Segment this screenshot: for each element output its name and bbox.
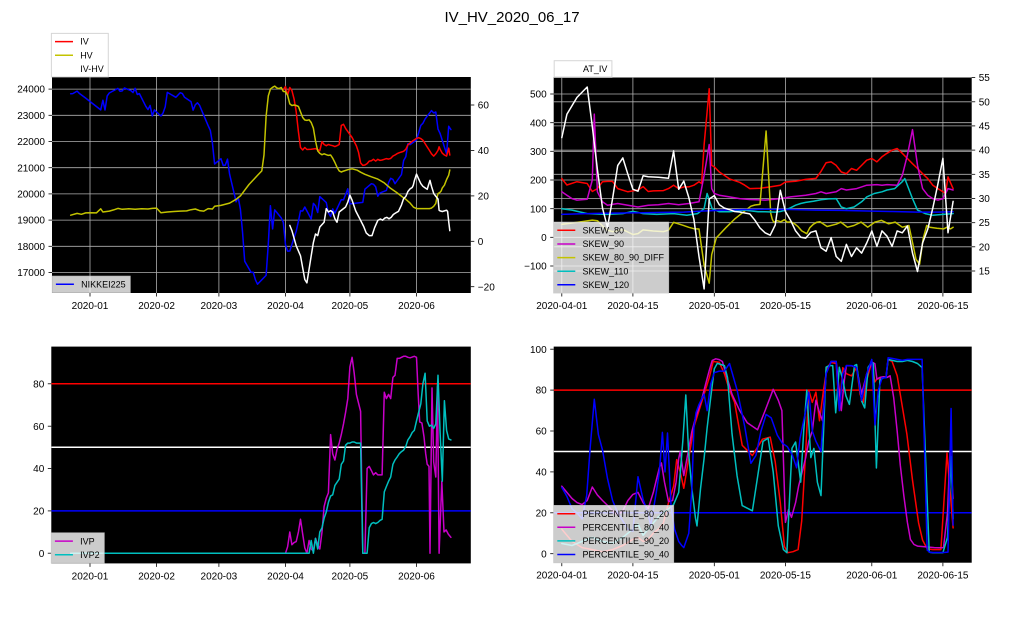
- svg-text:2020-05-15: 2020-05-15: [760, 301, 812, 312]
- svg-text:IV-HV: IV-HV: [80, 64, 104, 74]
- svg-text:HV: HV: [80, 50, 93, 60]
- svg-text:SKEW_90: SKEW_90: [583, 239, 625, 249]
- svg-text:19000: 19000: [17, 216, 45, 227]
- svg-text:PERCENTILE_80_20: PERCENTILE_80_20: [583, 509, 670, 519]
- svg-text:IVP: IVP: [80, 536, 95, 546]
- svg-text:23000: 23000: [17, 111, 45, 122]
- svg-text:55: 55: [979, 73, 991, 84]
- svg-text:25: 25: [979, 218, 991, 229]
- svg-text:80: 80: [33, 379, 45, 390]
- svg-text:2020-01: 2020-01: [72, 301, 109, 312]
- svg-text:17000: 17000: [17, 268, 45, 279]
- svg-text:2020-04-01: 2020-04-01: [536, 301, 588, 312]
- svg-text:SKEW_80_90_DIFF: SKEW_80_90_DIFF: [583, 253, 665, 263]
- svg-text:2020-02: 2020-02: [138, 301, 175, 312]
- svg-text:0: 0: [478, 237, 484, 248]
- svg-text:60: 60: [33, 422, 45, 433]
- svg-text:2020-06-01: 2020-06-01: [846, 301, 898, 312]
- svg-text:21000: 21000: [17, 163, 45, 174]
- svg-text:80: 80: [536, 386, 548, 397]
- svg-text:2020-04-01: 2020-04-01: [536, 571, 588, 582]
- svg-text:SKEW_110: SKEW_110: [583, 266, 629, 276]
- svg-text:2020-04: 2020-04: [267, 571, 304, 582]
- svg-text:20: 20: [979, 242, 991, 253]
- svg-text:2020-04: 2020-04: [267, 301, 304, 312]
- svg-text:20000: 20000: [17, 190, 45, 201]
- svg-text:2020-06-15: 2020-06-15: [917, 571, 969, 582]
- svg-text:2020-02: 2020-02: [138, 571, 175, 582]
- svg-text:0: 0: [541, 549, 547, 560]
- svg-text:300: 300: [530, 147, 547, 158]
- svg-text:PERCENTILE_80_40: PERCENTILE_80_40: [583, 522, 670, 532]
- svg-text:2020-04-15: 2020-04-15: [607, 301, 659, 312]
- svg-text:IV: IV: [80, 37, 89, 47]
- svg-text:40: 40: [478, 146, 490, 157]
- svg-text:2020-05-01: 2020-05-01: [689, 571, 741, 582]
- svg-text:20: 20: [536, 508, 548, 519]
- svg-text:20: 20: [478, 192, 490, 203]
- svg-text:IV_HV_2020_06_17: IV_HV_2020_06_17: [444, 9, 579, 26]
- svg-text:45: 45: [979, 122, 991, 133]
- svg-text:100: 100: [530, 204, 547, 215]
- svg-text:SKEW_80: SKEW_80: [583, 226, 625, 236]
- svg-text:22000: 22000: [17, 137, 45, 148]
- svg-text:50: 50: [979, 97, 991, 108]
- svg-text:60: 60: [536, 427, 548, 438]
- svg-text:60: 60: [478, 101, 490, 112]
- svg-text:2020-03: 2020-03: [201, 571, 238, 582]
- svg-text:AT_IV: AT_IV: [583, 64, 607, 74]
- svg-text:2020-03: 2020-03: [201, 301, 238, 312]
- svg-text:−20: −20: [478, 282, 495, 293]
- svg-text:NIKKEI225: NIKKEI225: [81, 280, 126, 290]
- svg-text:200: 200: [530, 176, 547, 187]
- svg-text:40: 40: [979, 146, 991, 157]
- svg-text:2020-05: 2020-05: [332, 301, 369, 312]
- svg-text:0: 0: [39, 549, 45, 560]
- svg-text:2020-05-15: 2020-05-15: [760, 571, 812, 582]
- svg-text:20: 20: [33, 507, 45, 518]
- svg-text:2020-06-01: 2020-06-01: [846, 571, 898, 582]
- svg-text:15: 15: [979, 267, 991, 278]
- svg-text:40: 40: [33, 464, 45, 475]
- svg-text:18000: 18000: [17, 242, 45, 253]
- svg-text:2020-06: 2020-06: [398, 571, 435, 582]
- svg-text:40: 40: [536, 468, 548, 479]
- svg-text:2020-04-15: 2020-04-15: [607, 571, 659, 582]
- svg-text:2020-06: 2020-06: [398, 301, 435, 312]
- svg-text:30: 30: [979, 194, 991, 205]
- svg-text:24000: 24000: [17, 85, 45, 96]
- svg-text:0: 0: [541, 233, 547, 244]
- svg-text:2020-05: 2020-05: [332, 571, 369, 582]
- svg-text:100: 100: [530, 345, 547, 356]
- svg-text:35: 35: [979, 170, 991, 181]
- svg-text:PERCENTILE_90_40: PERCENTILE_90_40: [583, 550, 670, 560]
- svg-text:2020-01: 2020-01: [72, 571, 109, 582]
- svg-text:400: 400: [530, 118, 547, 129]
- svg-text:IVP2: IVP2: [80, 550, 100, 560]
- svg-text:PERCENTILE_90_20: PERCENTILE_90_20: [583, 536, 670, 546]
- svg-text:2020-05-01: 2020-05-01: [689, 301, 741, 312]
- svg-text:500: 500: [530, 90, 547, 101]
- svg-text:−100: −100: [524, 262, 547, 273]
- svg-text:2020-06-15: 2020-06-15: [917, 301, 969, 312]
- svg-text:SKEW_120: SKEW_120: [583, 280, 630, 290]
